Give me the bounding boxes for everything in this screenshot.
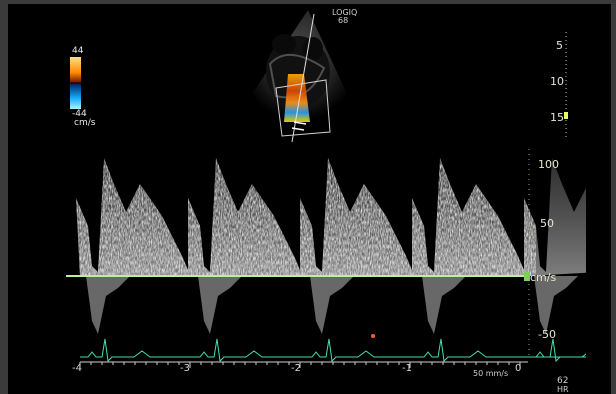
depth-tick-label: 15	[550, 111, 564, 124]
ecg-marker	[371, 334, 375, 338]
color-velocity-bar	[70, 57, 81, 109]
baseline-marker	[524, 272, 530, 281]
velocity-tick-label: 100	[538, 158, 559, 171]
color-box-outline	[275, 79, 331, 137]
depth-tick-label: 10	[550, 75, 564, 88]
sample-gate	[293, 121, 307, 125]
velocity-unit-label: cm/s	[530, 271, 557, 284]
time-tick-label: -4	[72, 363, 82, 374]
reverse-flow-spectrum	[86, 276, 578, 334]
time-tick-label: -3	[180, 363, 190, 374]
doppler-spectrum	[76, 158, 586, 276]
bmode-sector-image	[248, 10, 350, 143]
velocity-tick-label: 50	[540, 217, 554, 230]
heart-rate-unit: HR	[557, 385, 569, 394]
frame-label: 68	[338, 16, 349, 25]
time-tick-label: 0	[515, 363, 522, 374]
heart-chamber	[303, 37, 323, 61]
ecg-trace	[80, 338, 586, 363]
spectral-doppler-display	[66, 149, 586, 368]
doppler-cursor-line	[291, 13, 315, 143]
velocity-tick-label: -50	[538, 328, 556, 341]
depth-scale	[564, 32, 568, 140]
device-model-label: LOGIQ	[332, 8, 358, 17]
time-axis-ticks	[79, 361, 528, 368]
color-bar-bottom-value: -44	[72, 109, 87, 119]
ultrasound-viewport: LOGIQ 68 44 -44 cm/s 5 10 15	[8, 4, 611, 394]
time-tick-label: -1	[402, 363, 412, 374]
depth-tick-label: 5	[556, 39, 563, 52]
focus-marker	[564, 112, 568, 119]
color-bar-unit: cm/s	[74, 118, 96, 128]
sweep-speed-label: 50 mm/s	[473, 369, 509, 378]
heart-chamber	[272, 34, 296, 54]
sample-gate	[291, 127, 305, 131]
heart-rate-value: 62	[557, 376, 569, 386]
time-tick-label: -2	[291, 363, 301, 374]
color-bar-top-value: 44	[72, 46, 84, 56]
